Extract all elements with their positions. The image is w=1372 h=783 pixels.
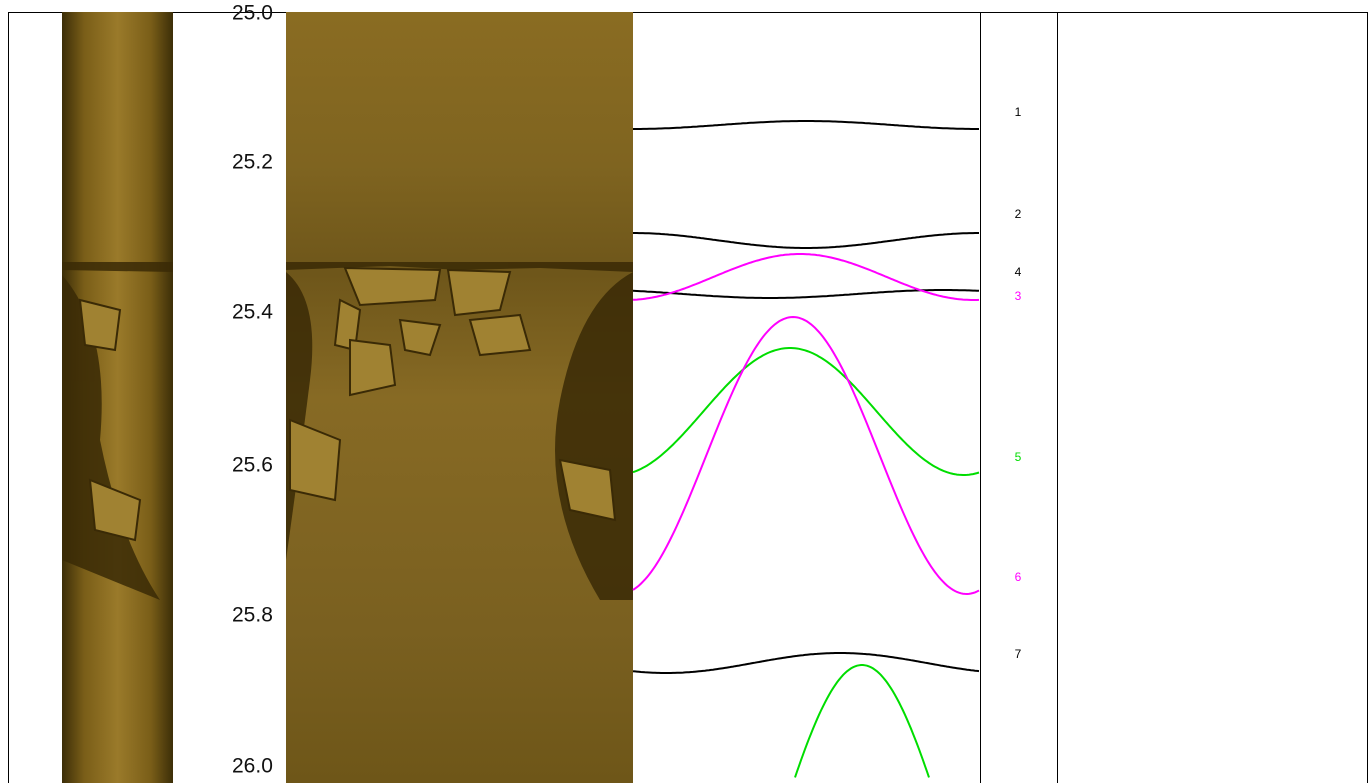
depth-label: 26.0	[232, 755, 273, 778]
pick-label: 3	[1015, 289, 1022, 303]
depth-label: 25.2	[232, 151, 273, 174]
sinusoid	[632, 315, 980, 596]
pick-label: 1	[1015, 105, 1022, 119]
pick-label: 4	[1015, 265, 1022, 279]
depth-label: 25.4	[232, 301, 273, 324]
pick-label: 2	[1015, 207, 1022, 221]
pick-label: 5	[1015, 450, 1022, 464]
sinusoid	[632, 347, 980, 476]
depth-label: 25.6	[232, 454, 273, 477]
frame	[8, 12, 1368, 783]
depth-label: 25.8	[232, 604, 273, 627]
sinusoids	[632, 120, 980, 778]
sinusoid	[632, 289, 980, 299]
depth-label: 25.0	[232, 2, 273, 25]
sinusoid	[632, 652, 980, 674]
pick-label: 7	[1015, 647, 1022, 661]
rocks	[78, 266, 617, 542]
sinusoid	[633, 120, 979, 130]
sinusoid	[794, 664, 930, 778]
sinusoid	[632, 253, 980, 301]
sinusoid	[633, 232, 979, 249]
pick-label: 6	[1015, 570, 1022, 584]
